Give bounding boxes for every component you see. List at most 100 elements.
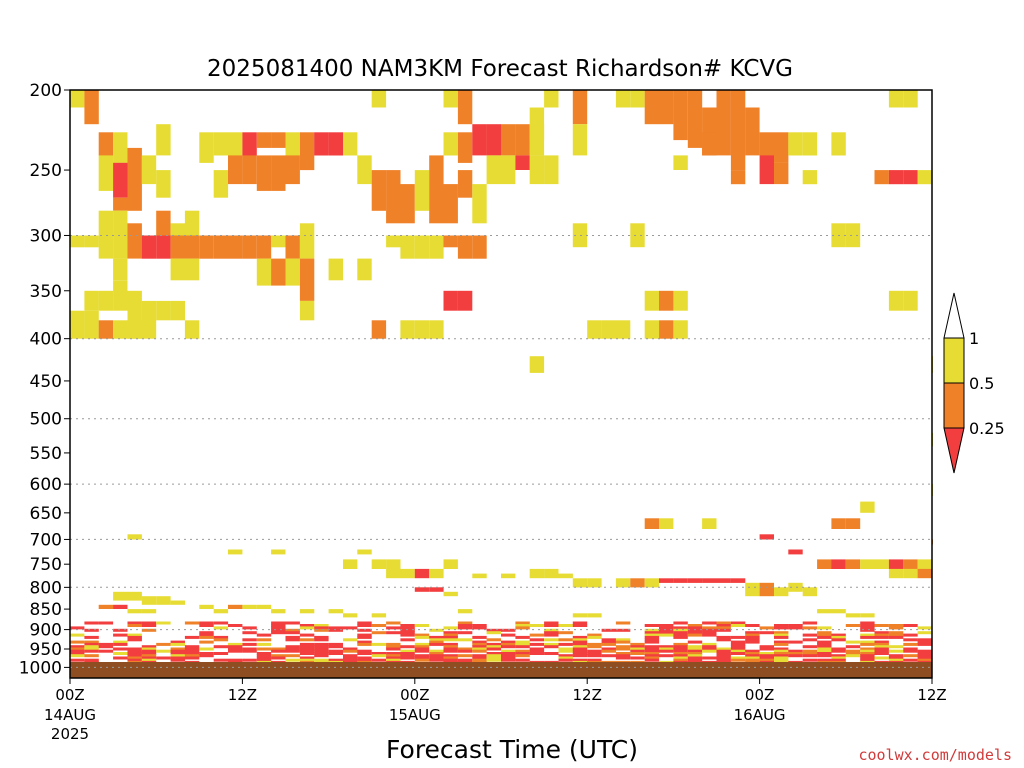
- ri-low-cell: [285, 658, 300, 662]
- ri-low-cell: [845, 652, 861, 655]
- ri-low-cell: [888, 654, 904, 658]
- ri-cell: [98, 132, 114, 156]
- ri-low-cell: [170, 642, 185, 646]
- ri-low-cell: [472, 654, 487, 658]
- ri-low-cell: [659, 647, 674, 651]
- ri-low-cell: [759, 652, 774, 655]
- ri-cell: [299, 223, 315, 259]
- ri-low-cell: [486, 638, 501, 642]
- legend-swatch-lt1: [943, 337, 965, 384]
- legend-label-0.5: 0.5: [969, 374, 994, 393]
- credit-link[interactable]: coolwx.com/models: [858, 746, 1012, 764]
- ri-cell: [845, 223, 861, 248]
- ri-low-cell: [745, 631, 760, 635]
- ri-low-cell: [457, 621, 473, 625]
- ri-cell: [328, 609, 343, 614]
- ri-low-cell: [759, 656, 774, 660]
- ri-cell: [285, 155, 300, 185]
- ri-low-cell: [903, 647, 918, 651]
- ri-low-cell: [587, 658, 602, 662]
- ri-low-cell: [343, 654, 358, 658]
- ri-cell: [687, 578, 703, 583]
- ri-low-cell: [817, 647, 832, 651]
- ri-cell: [457, 290, 473, 311]
- ri-low-cell: [615, 640, 631, 644]
- ri-low-cell: [515, 649, 530, 653]
- ri-low-cell: [299, 638, 315, 642]
- ri-low-cell: [730, 658, 746, 662]
- ri-low-cell: [817, 645, 832, 649]
- ri-low-cell: [874, 645, 889, 649]
- ri-cell: [587, 578, 602, 588]
- ri-low-cell: [587, 645, 602, 649]
- ri-cell: [400, 184, 415, 224]
- ri-low-cell: [271, 656, 286, 660]
- ri-low-cell: [414, 654, 430, 658]
- ri-low-cell: [457, 631, 473, 635]
- ri-low-cell: [371, 631, 387, 635]
- ri-low-cell: [702, 645, 717, 649]
- ri-low-cell: [84, 640, 99, 644]
- ri-low-cell: [802, 638, 818, 642]
- ri-low-cell: [615, 628, 631, 632]
- ri-low-cell: [429, 642, 444, 646]
- ri-low-cell: [860, 635, 875, 639]
- y-tick-label: 750: [30, 555, 62, 575]
- ri-low-cell: [400, 656, 415, 660]
- ri-low-cell: [328, 626, 343, 630]
- ri-cell: [860, 613, 875, 618]
- ri-cell: [357, 258, 372, 281]
- ri-cell: [515, 155, 530, 170]
- ri-cell: [199, 235, 214, 259]
- ri-cell: [213, 609, 229, 614]
- ri-low-cell: [817, 640, 832, 644]
- ri-cell: [184, 210, 200, 236]
- ri-cell: [357, 155, 372, 185]
- ri-cell: [400, 235, 415, 259]
- ri-low-cell: [659, 626, 674, 630]
- ri-low-cell: [615, 647, 631, 651]
- ri-low-cell: [687, 631, 703, 635]
- ri-low-cell: [659, 654, 674, 658]
- legend-label-1: 1: [969, 329, 979, 348]
- ri-low-cell: [184, 635, 200, 639]
- ri-low-cell: [70, 645, 85, 649]
- ri-cell: [184, 320, 200, 339]
- ri-low-cell: [98, 621, 114, 625]
- ri-cell: [242, 155, 257, 185]
- ri-low-cell: [572, 621, 588, 625]
- ri-low-cell: [515, 658, 530, 662]
- ri-low-cell: [687, 658, 703, 662]
- ri-low-cell: [544, 628, 559, 632]
- ri-low-cell: [141, 649, 157, 653]
- ri-cell: [299, 132, 315, 171]
- ri-cell: [903, 90, 918, 108]
- ri-low-cell: [486, 647, 501, 651]
- ri-low-cell: [386, 645, 401, 649]
- ri-low-cell: [199, 647, 214, 651]
- ri-low-cell: [84, 654, 99, 658]
- ri-low-cell: [774, 631, 789, 635]
- ri-low-cell: [673, 633, 688, 637]
- ri-low-cell: [745, 624, 760, 627]
- ri-low-cell: [860, 649, 875, 653]
- y-tick-label: 850: [30, 600, 62, 620]
- ri-cell: [113, 591, 128, 601]
- ri-low-cell: [774, 624, 789, 627]
- ri-low-cell: [860, 621, 875, 625]
- ri-low-cell: [386, 658, 401, 662]
- ri-low-cell: [70, 649, 85, 653]
- ri-low-cell: [501, 652, 516, 655]
- ri-low-cell: [917, 642, 932, 646]
- ri-cell: [156, 210, 171, 236]
- ri-cell: [113, 210, 128, 259]
- ri-low-cell: [673, 645, 688, 649]
- ri-low-cell: [400, 633, 415, 637]
- ri-cell: [730, 578, 746, 583]
- ri-low-cell: [874, 647, 889, 651]
- ri-low-cell: [299, 626, 315, 630]
- ri-low-cell: [256, 642, 272, 646]
- ri-low-cell: [501, 633, 516, 637]
- ri-low-cell: [371, 654, 387, 658]
